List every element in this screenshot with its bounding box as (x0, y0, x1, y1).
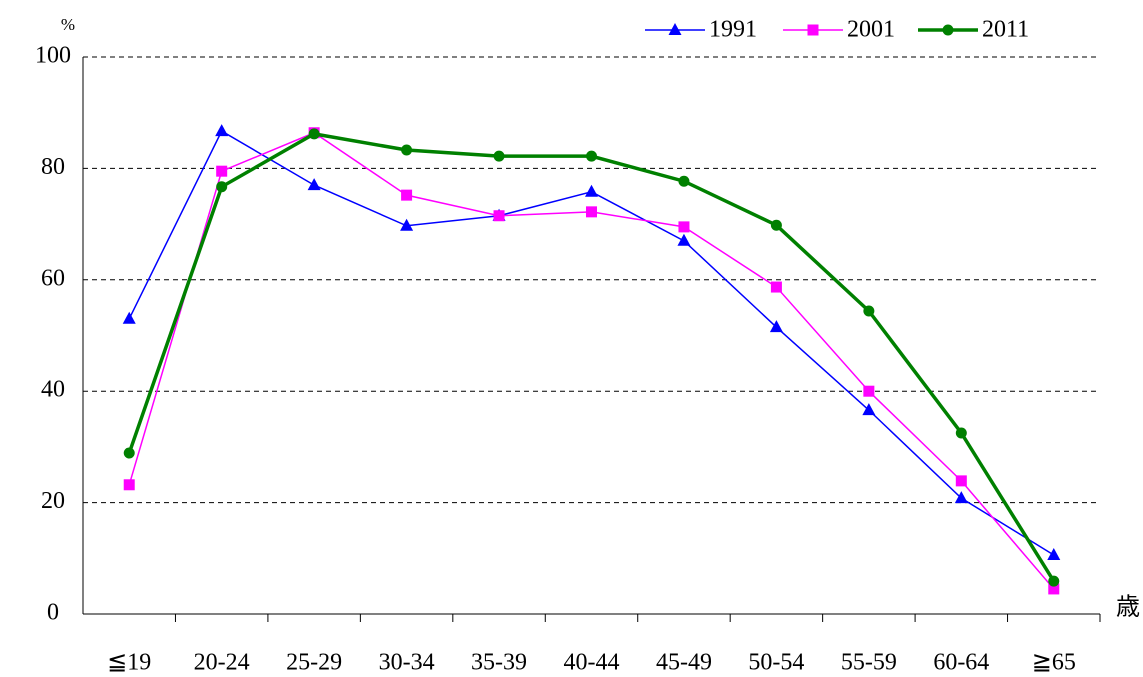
x-axis-label: 歳 (1116, 594, 1140, 621)
legend-marker (668, 23, 682, 35)
marker (677, 233, 691, 246)
marker (955, 427, 967, 439)
marker (1048, 583, 1060, 595)
x-tick-label: 35-39 (471, 650, 527, 676)
y-tick-label: 0 (47, 600, 59, 626)
x-tick-label: 30-34 (379, 650, 435, 676)
marker (400, 218, 414, 231)
legend-label: 1991 (709, 17, 757, 43)
marker (585, 184, 598, 197)
marker (586, 206, 597, 218)
marker (954, 491, 968, 504)
marker (955, 475, 967, 487)
marker (863, 385, 875, 397)
x-tick-label: 50-54 (748, 650, 804, 676)
x-tick-label: ≧65 (1032, 650, 1076, 676)
marker (678, 175, 690, 187)
y-tick-label: 20 (41, 488, 65, 514)
series-line (128, 131, 1055, 590)
marker (1048, 575, 1060, 587)
marker (215, 124, 229, 137)
x-tick-label: 25-29 (286, 650, 342, 676)
marker (770, 281, 782, 293)
series-line (127, 132, 1056, 583)
marker (862, 403, 876, 416)
y-axis-label: % (61, 15, 75, 34)
marker (216, 165, 228, 177)
marker (493, 210, 505, 222)
x-tick-label: 20-24 (194, 650, 250, 676)
y-tick-label: 80 (41, 154, 65, 180)
marker (401, 189, 413, 201)
marker (678, 221, 690, 233)
marker (216, 181, 228, 193)
marker (123, 447, 135, 459)
marker (586, 150, 597, 162)
x-tick-label: 45-49 (656, 650, 712, 676)
marker (1047, 547, 1061, 560)
x-tick-label: ≦19 (107, 650, 151, 676)
y-tick-label: 100 (35, 43, 71, 69)
legend-marker (942, 24, 954, 36)
marker (863, 305, 875, 317)
marker (769, 320, 783, 333)
legend-marker (807, 24, 819, 36)
marker (401, 144, 413, 156)
x-tick-label: 55-59 (841, 650, 897, 676)
y-tick-label: 40 (41, 377, 65, 403)
marker (308, 128, 320, 140)
marker (493, 150, 505, 162)
x-tick-label: 60-64 (933, 650, 989, 676)
marker (770, 219, 782, 231)
legend-label: 2001 (847, 17, 895, 43)
marker (122, 311, 136, 324)
y-tick-label: 60 (41, 265, 65, 291)
legend-label: 2011 (982, 17, 1029, 43)
x-tick-label: 40-44 (564, 650, 620, 676)
marker (123, 479, 135, 491)
marker (307, 178, 321, 191)
